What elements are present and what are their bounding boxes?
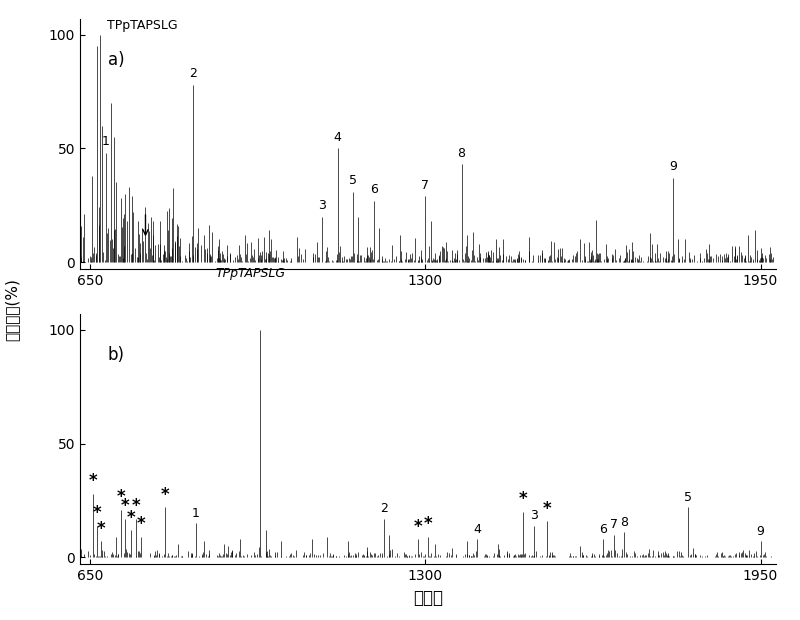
Text: 2: 2 [190,67,198,80]
Text: a): a) [108,51,125,69]
Text: 4: 4 [334,131,342,144]
Text: 1: 1 [192,507,200,520]
Text: 1: 1 [102,135,110,148]
Text: 8: 8 [458,147,466,160]
Text: 3: 3 [318,199,326,212]
Text: 2: 2 [380,502,388,515]
Text: 5: 5 [350,174,358,187]
Text: *: * [424,515,432,533]
Text: 9: 9 [757,525,765,538]
Text: *: * [137,515,145,533]
Text: 4: 4 [473,523,481,536]
Text: 3: 3 [530,509,538,522]
Text: 5: 5 [684,491,692,504]
Text: *: * [89,472,98,490]
Text: *: * [131,497,140,515]
Text: *: * [542,500,551,518]
Text: 相对强度(%): 相对强度(%) [5,278,19,342]
Text: 6: 6 [370,183,378,196]
Text: *: * [126,508,135,526]
Text: TPpTAPSLG: TPpTAPSLG [107,19,178,32]
Text: *: * [414,518,422,536]
Text: 7: 7 [422,179,430,192]
Text: *: * [161,486,170,504]
Text: b): b) [108,347,125,365]
Text: 9: 9 [669,161,677,174]
Text: TPpTAPSLG: TPpTAPSLG [215,267,285,280]
Text: *: * [117,488,126,506]
Text: 7: 7 [610,518,618,531]
Text: *: * [96,520,105,538]
X-axis label: 质荷比: 质荷比 [413,588,443,606]
Text: 6: 6 [599,523,607,536]
Text: 8: 8 [620,516,628,529]
Text: *: * [121,497,130,515]
Text: *: * [519,490,528,508]
Text: *: * [93,504,102,522]
